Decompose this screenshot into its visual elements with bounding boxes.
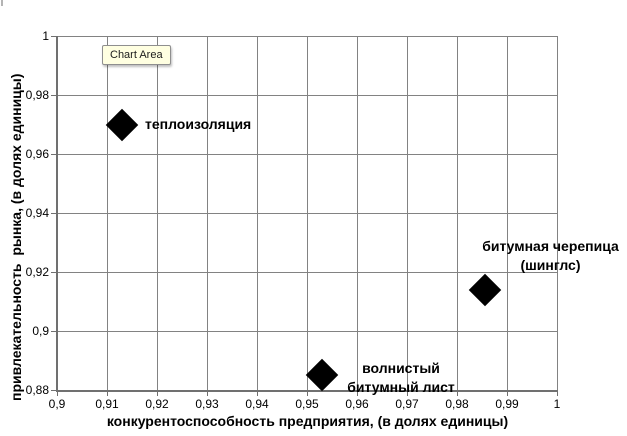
y-tick-label: 0,98 xyxy=(25,88,49,102)
x-tick-mark xyxy=(257,392,258,396)
stray-mark xyxy=(1,0,3,6)
x-axis-title: конкурентоспособность предприятия, (в до… xyxy=(106,413,509,429)
data-point-label-line: битумная черепица xyxy=(482,237,619,254)
y-tick-label: 0,9 xyxy=(32,324,49,338)
x-tick-label: 0,96 xyxy=(345,397,369,411)
x-tick-label: 0,99 xyxy=(495,397,519,411)
data-point-label-line: волнистый xyxy=(362,360,440,377)
y-tick-mark xyxy=(51,95,57,96)
y-axis-title: привлекательность рынка, (в долях единиц… xyxy=(8,73,24,401)
y-tick-mark xyxy=(51,154,57,155)
x-tick-mark xyxy=(157,392,158,396)
y-tick-mark xyxy=(51,272,57,273)
data-point-label-line: (шинглс) xyxy=(520,256,581,273)
x-tick-label: 0,97 xyxy=(395,397,419,411)
chart-area-tooltip: Chart Area xyxy=(102,45,171,65)
x-tick-label: 1 xyxy=(553,397,561,411)
data-point-label: битумная черепица (шинглс) xyxy=(480,237,622,275)
y-tick-mark xyxy=(51,331,57,332)
x-tick-mark xyxy=(357,392,358,396)
plot-area[interactable] xyxy=(57,36,558,391)
x-tick-mark xyxy=(407,392,408,396)
y-tick-mark xyxy=(51,36,57,37)
chart-area-tooltip-label: Chart Area xyxy=(110,49,163,61)
y-tick-label: 0,88 xyxy=(25,383,49,397)
x-tick-mark xyxy=(107,392,108,396)
y-tick-mark xyxy=(51,213,57,214)
data-point-label: теплоизоляция xyxy=(145,115,275,134)
y-tick-label: 1 xyxy=(42,29,49,43)
x-tick-label: 0,91 xyxy=(95,397,119,411)
x-tick-mark xyxy=(557,392,558,396)
x-tick-label: 0,9 xyxy=(48,397,66,411)
x-tick-mark xyxy=(307,392,308,396)
y-axis-line xyxy=(56,36,58,391)
y-tick-label: 0,92 xyxy=(25,265,49,279)
x-tick-label: 0,94 xyxy=(245,397,269,411)
y-tick-mark xyxy=(51,390,57,391)
x-tick-label: 0,98 xyxy=(445,397,469,411)
y-tick-label: 0,96 xyxy=(25,147,49,161)
x-tick-mark xyxy=(507,392,508,396)
x-tick-label: 0,93 xyxy=(195,397,219,411)
x-tick-mark xyxy=(207,392,208,396)
x-tick-mark xyxy=(457,392,458,396)
x-tick-label: 0,92 xyxy=(145,397,169,411)
data-point-label: волнистый битумный лист xyxy=(345,359,457,397)
x-axis-line xyxy=(56,390,558,392)
data-point-label-line: теплоизоляция xyxy=(145,116,252,132)
y-tick-label: 0,94 xyxy=(25,206,49,220)
x-tick-mark xyxy=(57,392,58,396)
data-point-label-line: битумный лист xyxy=(347,379,455,396)
x-tick-label: 0,95 xyxy=(295,397,319,411)
